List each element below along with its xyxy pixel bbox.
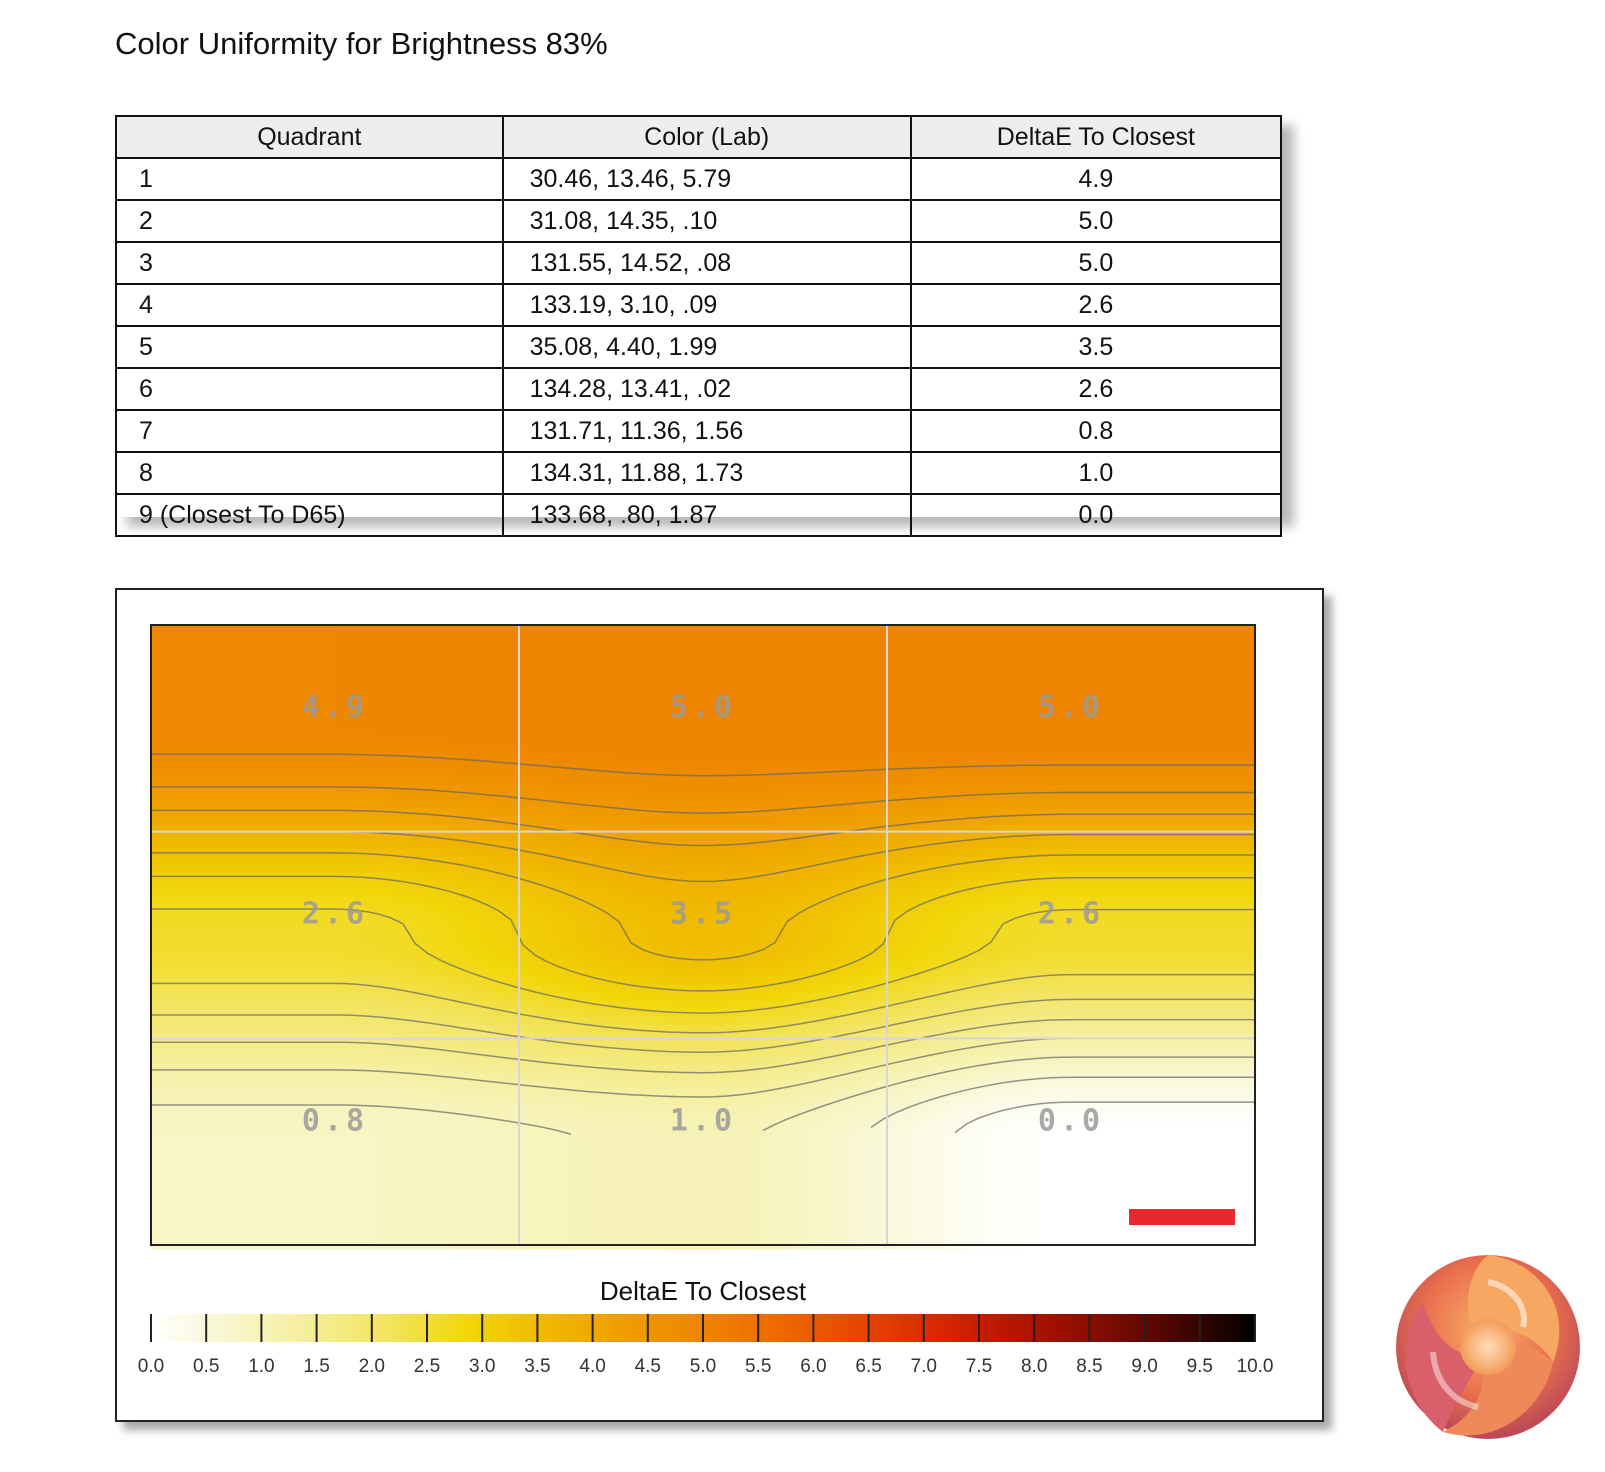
color-lab-cell: 134.28, 13.41, .02: [501, 367, 912, 411]
closest-marker: [1129, 1209, 1235, 1225]
contour-line: [151, 753, 1255, 777]
column-header-quadrant: Quadrant: [115, 115, 504, 159]
contour-line: [151, 852, 1255, 961]
contour-line: [151, 998, 1255, 1053]
deltae-cell: 1.0: [909, 451, 1283, 495]
column-header-deltae: DeltaE To Closest: [909, 115, 1283, 159]
table-row: 8 134.31, 11.88, 1.73 1.0: [115, 451, 1283, 495]
contour-line: [151, 1056, 1255, 1136]
color-lab-cell: 131.71, 11.36, 1.56: [501, 409, 912, 453]
contour-line: [151, 809, 1255, 847]
table-row: 9 (Closest To D65) 133.68, .80, 1.87 0.0: [115, 493, 1283, 537]
uniformity-heatmap: 4.9 5.0 5.0 2.6 3.5 2.6 0.8 1.0 0.0 DeltaE To Clo…: [138, 624, 1274, 1377]
contour-line: [151, 875, 1255, 992]
contour-line: [151, 973, 1255, 1034]
colorbar-tick-label: 8.0: [1021, 1356, 1047, 1377]
quadrant-cell: 8: [115, 451, 504, 495]
table-row: 5 35.08, 4.40, 1.99 3.5: [115, 325, 1283, 369]
deltae-cell: 5.0: [909, 199, 1283, 243]
color-lab-cell: 30.46, 13.46, 5.79: [501, 157, 912, 201]
color-lab-cell: 31.08, 14.35, .10: [501, 199, 912, 243]
colorbar-tick-label: 1.5: [303, 1356, 329, 1377]
logo-icon: [1396, 1255, 1580, 1439]
deltae-cell: 5.0: [909, 241, 1283, 285]
cell-label: 5.0: [670, 690, 736, 725]
colorbar-tick-label: 0.0: [138, 1356, 164, 1377]
quadrant-table: Quadrant Color (Lab) DeltaE To Closest 1…: [115, 115, 1283, 537]
uniformity-chart-panel: 4.9 5.0 5.0 2.6 3.5 2.6 0.8 1.0 0.0 DeltaE To Clo…: [115, 588, 1324, 1422]
colorbar-tick-label: 4.0: [579, 1356, 605, 1377]
colorbar-tick-label: 3.5: [524, 1356, 550, 1377]
table-row: 2 31.08, 14.35, .10 5.0: [115, 199, 1283, 243]
colorbar-tick-label: 2.0: [359, 1356, 385, 1377]
page-title: Color Uniformity for Brightness 83%: [115, 26, 608, 61]
cell-label: 0.8: [302, 1103, 368, 1138]
quadrant-cell: 4: [115, 283, 504, 327]
contour-line: [151, 786, 1255, 814]
table-row: 1 30.46, 13.46, 5.79 4.9: [115, 157, 1283, 201]
quadrant-cell: 3: [115, 241, 504, 285]
colorbar-tick-label: 5.5: [745, 1356, 771, 1377]
deltae-cell: 4.9: [909, 157, 1283, 201]
color-lab-cell: 133.68, .80, 1.87: [501, 493, 912, 537]
colorbar-tick-label: 9.5: [1187, 1356, 1213, 1377]
deltae-cell: 0.8: [909, 409, 1283, 453]
colorbar-tick-label: 9.0: [1131, 1356, 1157, 1377]
colorbar-tick-label: 10.0: [1237, 1356, 1274, 1377]
colorbar-tick-label: 0.5: [193, 1356, 219, 1377]
quadrant-cell: 1: [115, 157, 504, 201]
table-row: 3 131.55, 14.52, .08 5.0: [115, 241, 1283, 285]
cell-label: 2.6: [302, 897, 368, 932]
heatmap-fill: [151, 625, 1256, 1250]
colorbar-tick-label: 6.5: [855, 1356, 881, 1377]
quadrant-cell: 5: [115, 325, 504, 369]
cell-label: 2.6: [1038, 897, 1104, 932]
colorbar-tick-label: 6.0: [800, 1356, 826, 1377]
color-lab-cell: 35.08, 4.40, 1.99: [501, 325, 912, 369]
colorbar-tick-label: 7.0: [911, 1356, 937, 1377]
deltae-cell: 2.6: [909, 283, 1283, 327]
deltae-cell: 0.0: [909, 493, 1283, 537]
quadrant-cell: 2: [115, 199, 504, 243]
cell-label: 0.0: [1038, 1103, 1104, 1138]
color-lab-cell: 133.19, 3.10, .09: [501, 283, 912, 327]
cell-label: 5.0: [1038, 690, 1104, 725]
cell-label: 4.9: [302, 690, 368, 725]
cell-label: 3.5: [670, 897, 736, 932]
table-row: 6 134.28, 13.41, .02 2.6: [115, 367, 1283, 411]
colorbar-title: DeltaE To Closest: [600, 1276, 807, 1306]
table-row: 7 131.71, 11.36, 1.56 0.8: [115, 409, 1283, 453]
color-lab-cell: 134.31, 11.88, 1.73: [501, 451, 912, 495]
quadrant-cell: 9 (Closest To D65): [115, 493, 504, 537]
table-row: 4 133.19, 3.10, .09 2.6: [115, 283, 1283, 327]
deltae-cell: 3.5: [909, 325, 1283, 369]
colorbar-tick-label: 7.5: [966, 1356, 992, 1377]
quadrant-grid: [151, 625, 1255, 1245]
column-header-color-lab: Color (Lab): [501, 115, 912, 159]
colorbar-tick-label: 2.5: [414, 1356, 440, 1377]
plot-border: [150, 624, 1256, 1246]
quadrant-cell: 7: [115, 409, 504, 453]
quadrant-table-panel: Quadrant Color (Lab) DeltaE To Closest 1…: [115, 115, 1283, 537]
contour-line: [151, 1018, 1255, 1074]
deltae-cell: 2.6: [909, 367, 1283, 411]
contour-line: [870, 1076, 1255, 1129]
colorbar-tick-label: 1.0: [248, 1356, 274, 1377]
cell-label: 1.0: [670, 1103, 736, 1138]
contour-line: [954, 1101, 1255, 1134]
colorbar-tick-label: 3.0: [469, 1356, 495, 1377]
colorbar-tick-label: 5.0: [690, 1356, 716, 1377]
colorbar-tick-label: 8.5: [1076, 1356, 1102, 1377]
colorbar-tick-label: 4.5: [635, 1356, 661, 1377]
color-lab-cell: 131.55, 14.52, .08: [501, 241, 912, 285]
contour-line: [151, 908, 1255, 1014]
quadrant-cell: 6: [115, 367, 504, 411]
table-header-row: Quadrant Color (Lab) DeltaE To Closest: [115, 115, 1283, 159]
